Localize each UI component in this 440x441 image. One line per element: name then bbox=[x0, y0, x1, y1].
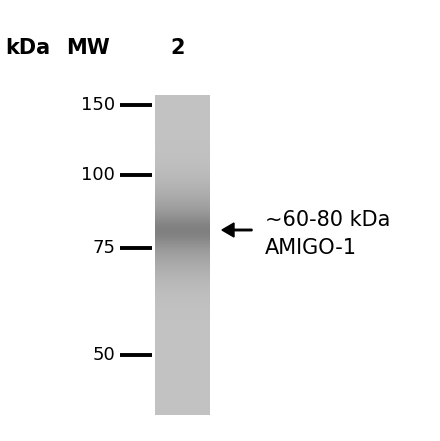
Text: ~60-80 kDa: ~60-80 kDa bbox=[265, 210, 390, 230]
Text: 150: 150 bbox=[81, 96, 115, 114]
Text: 50: 50 bbox=[92, 346, 115, 364]
Text: 100: 100 bbox=[81, 166, 115, 184]
Text: MW: MW bbox=[66, 38, 110, 58]
FancyArrow shape bbox=[222, 223, 252, 237]
Text: kDa: kDa bbox=[5, 38, 51, 58]
Text: AMIGO-1: AMIGO-1 bbox=[265, 238, 357, 258]
Text: 2: 2 bbox=[171, 38, 185, 58]
Text: 75: 75 bbox=[92, 239, 115, 257]
